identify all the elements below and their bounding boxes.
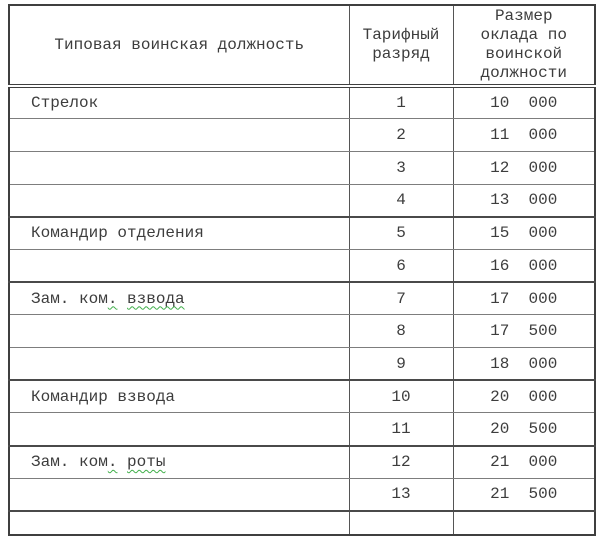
position-cell: Стрелок [8, 85, 350, 120]
header-salary: Размер оклада по воинской должности [452, 4, 596, 88]
position-cell: Командир отделения [8, 215, 350, 250]
grade-cell: 10 [348, 379, 454, 414]
military-salary-table: Типовая воинская должность Тарифный разр… [8, 4, 596, 536]
spellcheck-wavy-text: . [107, 453, 118, 472]
grade-cell: 13 [348, 477, 454, 512]
grade-cell: 9 [348, 347, 454, 381]
position-cell: Зам. ком. роты [8, 444, 350, 479]
position-cell [8, 183, 350, 218]
salary-cell: 21 000 [452, 444, 596, 479]
grade-cell: 5 [348, 215, 454, 250]
table-row: 3 12 000 [8, 150, 596, 185]
position-cell [8, 150, 350, 185]
salary-cell: 16 000 [452, 248, 596, 283]
position-cell: Зам. ком. взвода [8, 281, 350, 316]
position-cell [8, 477, 350, 512]
table-row: 6 16 000 [8, 248, 596, 283]
table-row: Стрелок 1 10 000 [8, 85, 596, 120]
grade-cell: 3 [348, 150, 454, 185]
table-row: Командир взвода 10 20 000 [8, 379, 596, 414]
position-text [117, 290, 127, 308]
table-row: Командир отделения 5 15 000 [8, 215, 596, 250]
position-cell [8, 248, 350, 283]
position-cell [8, 412, 350, 447]
salary-cell: 18 000 [452, 347, 596, 381]
table-row: Зам. ком. роты 12 21 000 [8, 444, 596, 479]
grade-cell: 8 [348, 314, 454, 348]
position-cell [8, 509, 350, 536]
position-cell [8, 118, 350, 152]
salary-cell: 10 000 [452, 85, 596, 120]
salary-cell: 17 000 [452, 281, 596, 316]
grade-cell: 4 [348, 183, 454, 218]
salary-cell [452, 509, 596, 536]
table-row: 13 21 500 [8, 477, 596, 512]
grade-cell: 12 [348, 444, 454, 479]
table-row: 4 13 000 [8, 183, 596, 218]
header-tariff-grade: Тарифный разряд [348, 4, 454, 88]
salary-cell: 13 000 [452, 183, 596, 218]
salary-cell: 20 000 [452, 379, 596, 414]
header-row: Типовая воинская должность Тарифный разр… [8, 4, 596, 88]
salary-cell: 11 000 [452, 118, 596, 152]
position-cell [8, 347, 350, 381]
grade-cell: 1 [348, 85, 454, 120]
table-row: 2 11 000 [8, 118, 596, 152]
position-text [117, 453, 127, 471]
grade-cell: 2 [348, 118, 454, 152]
table-row: 8 17 500 [8, 314, 596, 348]
spellcheck-wavy-text: взвода [127, 289, 185, 308]
header-position: Типовая воинская должность [8, 4, 350, 88]
salary-cell: 21 500 [452, 477, 596, 512]
grade-cell: 6 [348, 248, 454, 283]
table-row: 9 18 000 [8, 347, 596, 381]
position-text: Зам. ком [31, 289, 108, 308]
grade-cell [348, 509, 454, 536]
position-cell: Командир взвода [8, 379, 350, 414]
table-row: Зам. ком. взвода 7 17 000 [8, 281, 596, 316]
table-body: Стрелок 1 10 000 2 11 000 3 12 000 4 13 000 Коман… [8, 85, 596, 536]
position-cell [8, 314, 350, 348]
salary-cell: 17 500 [452, 314, 596, 348]
spellcheck-wavy-text: . [107, 289, 118, 308]
table-row [8, 509, 596, 536]
salary-cell: 12 000 [452, 150, 596, 185]
position-text: Зам. ком [31, 453, 108, 472]
grade-cell: 11 [348, 412, 454, 447]
grade-cell: 7 [348, 281, 454, 316]
salary-cell: 15 000 [452, 215, 596, 250]
salary-cell: 20 500 [452, 412, 596, 447]
table-header: Типовая воинская должность Тарифный разр… [8, 4, 596, 88]
document-page: Типовая воинская должность Тарифный разр… [8, 4, 596, 536]
spellcheck-wavy-text: роты [127, 453, 166, 472]
table-row: 11 20 500 [8, 412, 596, 447]
